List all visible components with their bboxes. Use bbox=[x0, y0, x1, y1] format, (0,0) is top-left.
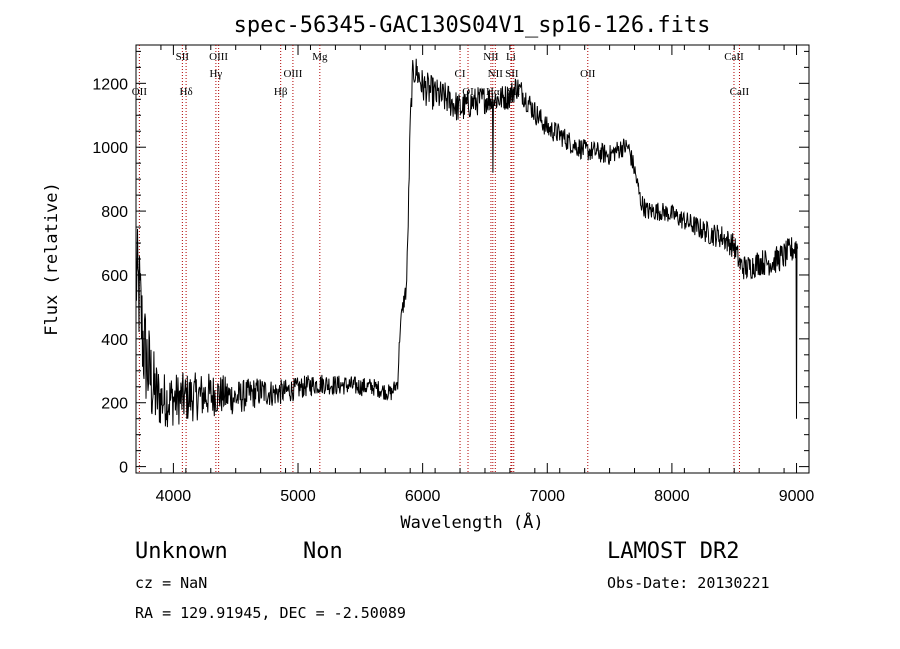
line-label: OIII bbox=[283, 68, 302, 80]
y-tick-label: 800 bbox=[101, 204, 128, 221]
plot-frame bbox=[135, 44, 810, 474]
line-label: NII bbox=[483, 51, 499, 63]
spectrum-line bbox=[135, 58, 798, 428]
x-tick-label: 5000 bbox=[280, 488, 316, 505]
y-axis-ticks: 0 200 400 600 800 1000 1200 bbox=[92, 50, 809, 477]
x-tick-label: 8000 bbox=[654, 488, 690, 505]
y-tick-label: 400 bbox=[101, 332, 128, 349]
line-label: OII bbox=[132, 86, 148, 98]
object-class: Unknown bbox=[135, 539, 228, 564]
line-label: SII bbox=[176, 51, 190, 63]
line-label: CaII bbox=[730, 86, 750, 98]
line-label: SII bbox=[505, 68, 519, 80]
emission-line-markers bbox=[138, 45, 740, 473]
survey-name: LAMOST DR2 bbox=[607, 539, 739, 564]
line-label: NII bbox=[488, 68, 504, 80]
x-axis-ticks: 4000 5000 6000 7000 8000 9000 bbox=[135, 45, 815, 505]
y-tick-label: 1000 bbox=[92, 140, 128, 157]
line-label: Hγ bbox=[209, 68, 222, 80]
line-label: CaII bbox=[724, 51, 744, 63]
info-block: Unknown Non cz = NaN RA = 129.91945, DEC… bbox=[135, 539, 770, 622]
redshift-cz: cz = NaN bbox=[135, 574, 207, 592]
line-label: Hβ bbox=[274, 86, 288, 98]
x-tick-label: 7000 bbox=[529, 488, 565, 505]
y-tick-label: 0 bbox=[119, 460, 128, 477]
object-subclass: Non bbox=[303, 539, 343, 564]
observation-date: Obs-Date: 20130221 bbox=[607, 574, 770, 592]
line-label: OIII bbox=[209, 51, 228, 63]
chart-title: spec-56345-GAC130S04V1_sp16-126.fits bbox=[234, 13, 711, 38]
line-label: Hδ bbox=[180, 86, 193, 98]
y-tick-label: 1200 bbox=[92, 76, 128, 93]
x-tick-label: 4000 bbox=[156, 488, 192, 505]
y-axis-label: Flux (relative) bbox=[42, 182, 62, 336]
ra-dec-coordinates: RA = 129.91945, DEC = -2.50089 bbox=[135, 604, 406, 622]
line-label: OII bbox=[580, 68, 596, 80]
plot-border bbox=[135, 44, 810, 474]
x-tick-label: 6000 bbox=[405, 488, 441, 505]
line-label: Mg bbox=[312, 51, 328, 63]
line-label: CI bbox=[455, 68, 466, 80]
x-axis-label: Wavelength (Å) bbox=[400, 511, 543, 533]
y-tick-label: 200 bbox=[101, 396, 128, 413]
x-tick-label: 9000 bbox=[779, 488, 815, 505]
y-tick-label: 600 bbox=[101, 268, 128, 285]
line-label: Li bbox=[506, 51, 516, 63]
